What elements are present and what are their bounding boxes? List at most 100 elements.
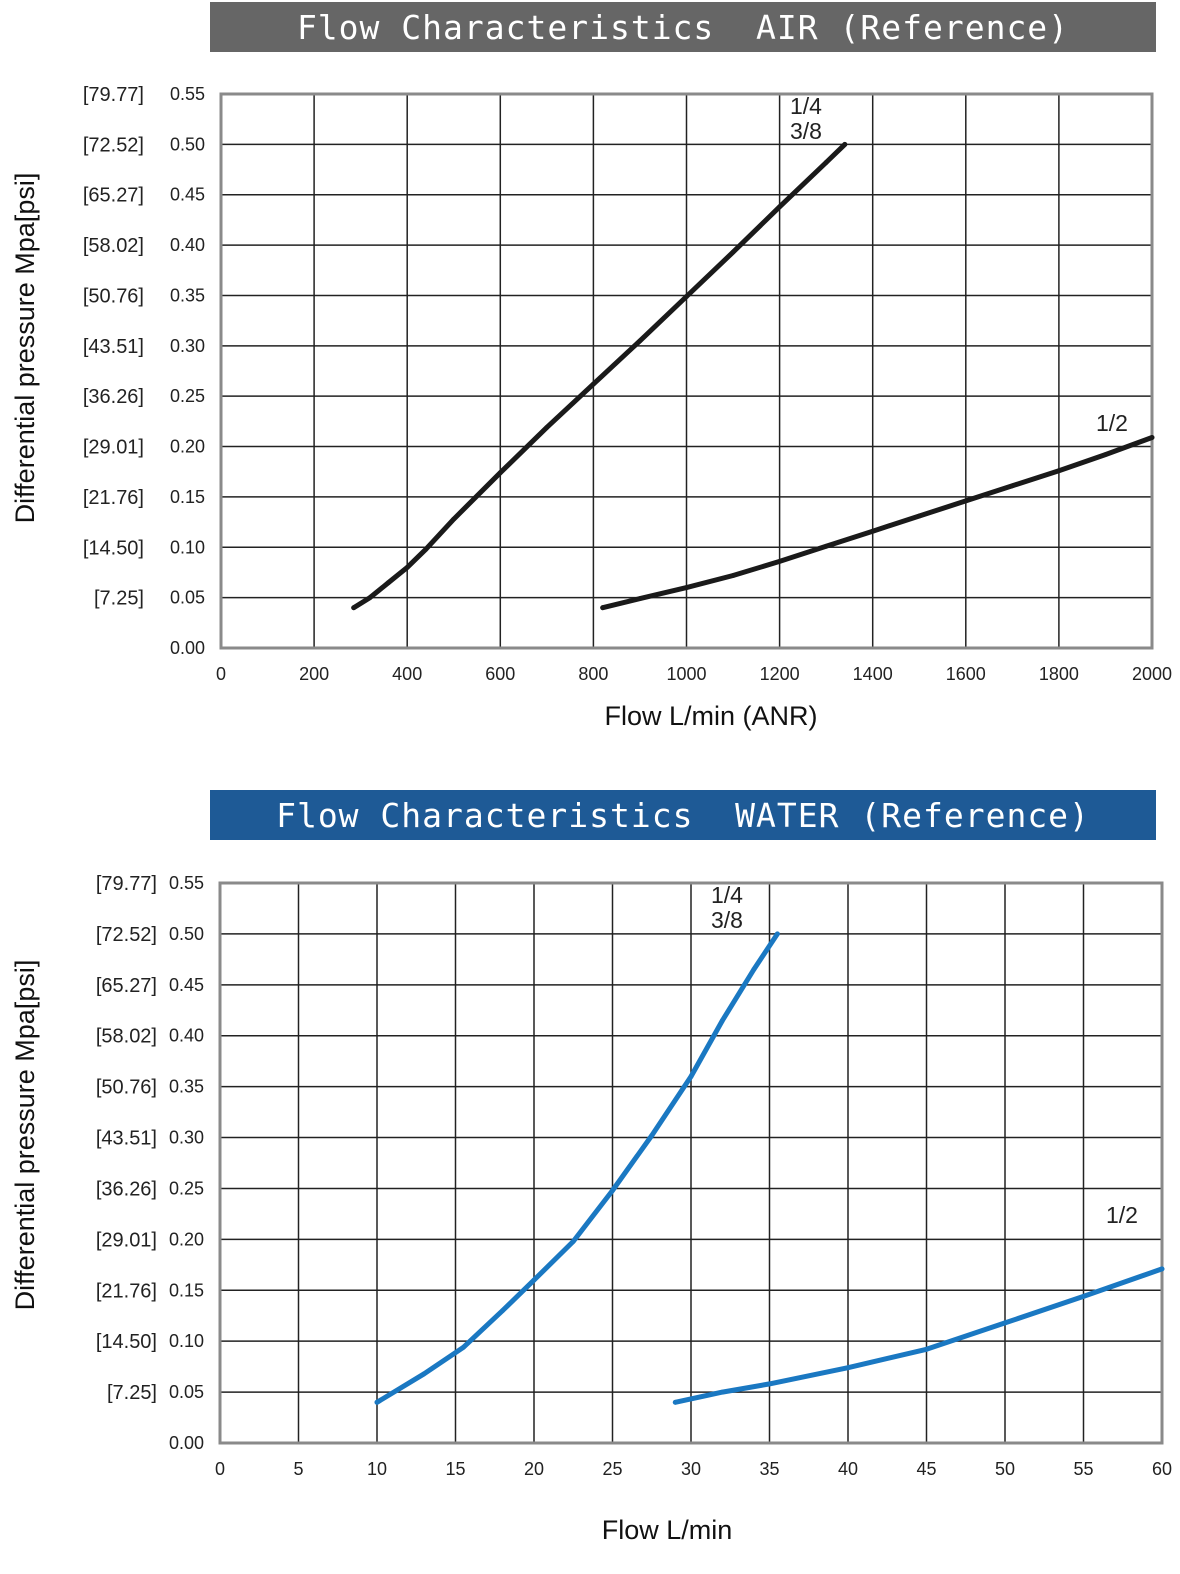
water-y-tick-psi-label: [65.27] <box>96 975 157 997</box>
air-y-tick-psi-label: [79.77] <box>83 84 144 106</box>
air-series-1-point <box>1149 435 1155 440</box>
air-y-tick-label: 0.25 <box>170 386 205 406</box>
air-x-tick-label: 1200 <box>760 664 800 684</box>
air-series-0-point <box>404 565 410 570</box>
air-series-label: 3/8 <box>790 118 822 144</box>
water-x-tick-label: 10 <box>367 1459 387 1479</box>
water-x-tick-label: 30 <box>681 1459 701 1479</box>
water-x-tick-label: 50 <box>995 1459 1015 1479</box>
air-series-half-line <box>600 435 1155 611</box>
air-x-tick-label: 2000 <box>1132 664 1172 684</box>
air-series-0-point <box>351 605 357 611</box>
air-y-tick-psi-label: [7.25] <box>94 588 144 610</box>
water-series-1-point <box>845 1365 851 1371</box>
water-chart-title: Flow Characteristics WATER (Reference) <box>210 790 1156 840</box>
water-y-tick-label: 0.50 <box>169 924 204 944</box>
water-series-1-point <box>1002 1320 1008 1326</box>
air-y-tick-psi-label: [72.52] <box>83 134 144 156</box>
air-series-0-point <box>497 470 503 476</box>
water-y-tick-label: 0.30 <box>169 1128 204 1148</box>
water-chart: Flow Characteristics WATER (Reference) 0… <box>0 788 1180 1574</box>
air-series-1-point <box>823 543 829 549</box>
water-series-1-point <box>720 1389 725 1395</box>
water-x-tick-label: 55 <box>1073 1459 1093 1479</box>
water-plot: 0 5 10 15 20 25 30 35 40 45 50 55 60 0.00 0.05 0.10 0.15… <box>10 873 1172 1545</box>
water-y-axis-label: Differential pressure Mpa[psi] <box>10 960 40 1311</box>
water-x-tick-label: 15 <box>445 1459 465 1479</box>
air-series-0-point <box>591 381 596 387</box>
water-series-label: 1/4 <box>711 882 743 908</box>
water-series-0-point <box>570 1239 576 1244</box>
water-series-label: 3/8 <box>711 907 743 933</box>
air-y-tick-label: 0.15 <box>170 487 205 507</box>
air-y-axis-label: Differential pressure Mpa[psi] <box>10 173 40 524</box>
water-y-tick-label: 0.20 <box>169 1229 204 1249</box>
air-series-1-point <box>870 528 876 534</box>
air-x-tick-label: 1600 <box>946 664 986 684</box>
air-plot: 0 200 400 600 800 1000 1200 1400 1600 1800 2000 0.0… <box>10 84 1172 731</box>
air-series-1-point <box>1010 483 1015 489</box>
water-y-tick-psi-label: [36.26] <box>96 1178 157 1200</box>
air-series-1-point <box>777 559 782 564</box>
water-series-1-point <box>1159 1266 1165 1272</box>
water-y-tick-label: 0.45 <box>169 975 204 995</box>
air-y-tick-label: 0.40 <box>170 235 205 255</box>
water-series-0-point <box>610 1188 615 1193</box>
air-y-tick-label: 0.00 <box>170 638 205 658</box>
air-y-tick-label: 0.20 <box>170 437 205 457</box>
air-series-1-point <box>1103 452 1108 457</box>
air-x-tick-label: 800 <box>578 664 608 684</box>
air-series-0-point <box>777 204 782 210</box>
water-series-half-line <box>672 1266 1165 1405</box>
water-frame <box>218 881 1164 1445</box>
air-series-0-point <box>823 160 829 165</box>
air-y-tick-psi-label: [50.76] <box>83 285 144 307</box>
air-y-tick-label: 0.35 <box>170 285 205 305</box>
air-y-tick-label: 0.10 <box>170 537 205 557</box>
water-x-tick-label: 20 <box>524 1459 544 1479</box>
water-y-tick-psi-label: [50.76] <box>96 1077 157 1099</box>
air-y-tick-psi-label: [58.02] <box>83 235 144 257</box>
air-series-0-point <box>544 425 550 430</box>
air-series-1-point <box>730 573 736 578</box>
air-series-0-point <box>730 249 736 255</box>
air-y-tick-psi-label: [65.27] <box>83 185 144 207</box>
air-y-tick-psi-label: [14.50] <box>83 537 144 559</box>
water-series-1-point <box>1081 1294 1086 1299</box>
water-y-tick-psi-label: [29.01] <box>96 1229 157 1251</box>
air-series-0-point <box>637 338 643 344</box>
water-series-0-point <box>720 1018 725 1023</box>
air-x-tick-label: 0 <box>216 664 226 684</box>
water-y-tick-psi-label: [7.25] <box>107 1382 157 1404</box>
water-x-tick-label: 45 <box>916 1459 936 1479</box>
water-y-tick-label: 0.05 <box>169 1382 204 1402</box>
air-series-0-point <box>386 580 391 585</box>
water-series-0-point <box>500 1308 505 1313</box>
water-x-tick-label: 5 <box>293 1459 303 1479</box>
water-series-1-point <box>924 1346 929 1352</box>
air-series-0-point <box>684 294 689 299</box>
air-series-1-point <box>684 585 689 590</box>
air-series-0-point <box>367 595 373 600</box>
air-frame <box>219 92 1154 650</box>
air-x-tick-label: 600 <box>485 664 515 684</box>
water-series-0-point <box>461 1344 466 1350</box>
water-series-0-point <box>374 1399 380 1405</box>
air-series-1-point <box>1056 468 1062 474</box>
air-y-tick-psi-label: [29.01] <box>83 437 144 459</box>
water-series-0-point <box>531 1277 537 1283</box>
water-x-tick-label: 60 <box>1152 1459 1172 1479</box>
air-series-label: 1/4 <box>790 93 822 119</box>
water-y-tick-psi-label: [21.76] <box>96 1280 157 1302</box>
air-x-tick-label: 1000 <box>666 664 706 684</box>
air-chart-title: Flow Characteristics AIR (Reference) <box>210 2 1156 52</box>
air-series-0-point <box>423 546 429 552</box>
air-series-1-point <box>600 605 606 611</box>
air-x-tick-label: 200 <box>299 664 329 684</box>
water-y-tick-label: 0.40 <box>169 1026 204 1046</box>
water-series-0-point <box>775 931 780 937</box>
air-y-tick-psi-label: [21.76] <box>83 487 144 509</box>
water-x-tick-label: 35 <box>759 1459 779 1479</box>
air-series-quarter-three-eighths-line <box>351 141 848 611</box>
water-y-tick-label: 0.35 <box>169 1077 204 1097</box>
